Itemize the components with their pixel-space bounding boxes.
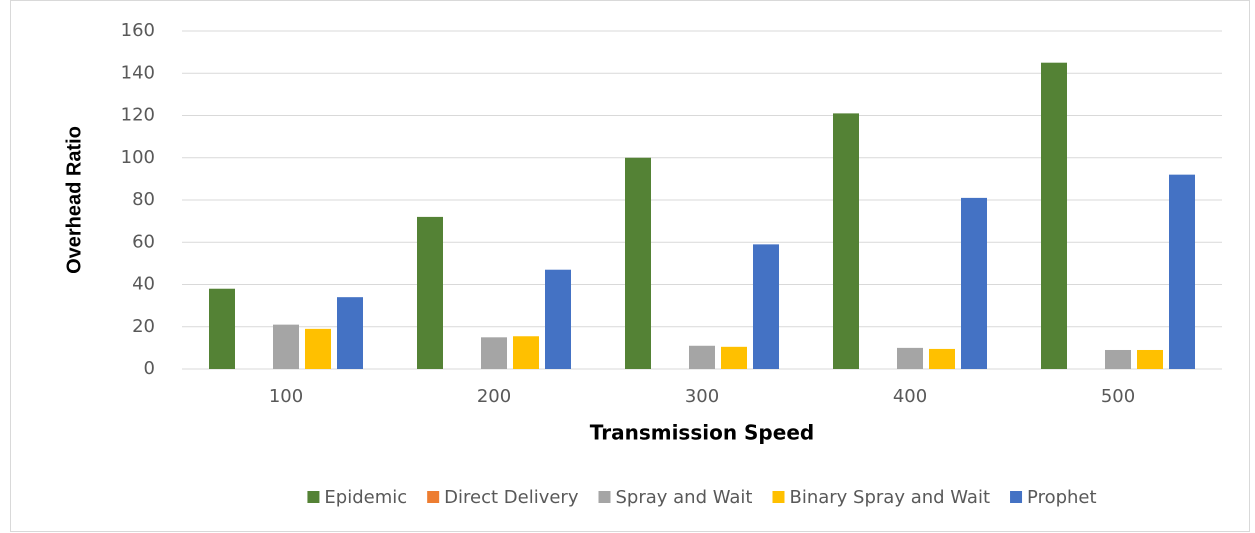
- legend-label: Prophet: [1027, 487, 1097, 508]
- legend-label: Spray and Wait: [616, 487, 753, 508]
- y-tick-label: 80: [132, 189, 155, 210]
- x-tick-label: 500: [1101, 386, 1135, 407]
- y-axis-title: Overhead Ratio: [63, 126, 85, 274]
- x-axis-title: Transmission Speed: [590, 421, 814, 445]
- y-tick-label: 100: [121, 147, 155, 168]
- bar: [753, 244, 779, 369]
- bar: [929, 348, 955, 369]
- bar: [273, 324, 299, 369]
- legend-swatch: [427, 491, 440, 503]
- legend-swatch: [307, 491, 320, 503]
- bar: [337, 297, 363, 369]
- y-tick-label: 160: [121, 20, 155, 41]
- bar: [961, 197, 987, 369]
- legend-label: Direct Delivery: [444, 487, 579, 508]
- bar: [481, 337, 507, 369]
- y-tick-label: 0: [144, 358, 155, 379]
- bar: [545, 269, 571, 369]
- bar: [689, 345, 715, 369]
- bar: [1169, 174, 1195, 369]
- bar: [833, 113, 859, 369]
- y-tick-label: 140: [121, 62, 155, 83]
- bar: [209, 288, 235, 369]
- bar: [513, 336, 539, 369]
- bar: [1041, 62, 1067, 369]
- bar: [1105, 349, 1131, 369]
- legend-swatch: [772, 491, 785, 503]
- legend-swatch: [598, 491, 611, 503]
- bar: [897, 347, 923, 369]
- bar: [1137, 349, 1163, 369]
- x-tick-label: 200: [477, 386, 511, 407]
- x-tick-label: 100: [269, 386, 303, 407]
- legend-label: Binary Spray and Wait: [789, 487, 990, 508]
- bar: [721, 346, 747, 369]
- y-tick-label: 60: [132, 231, 155, 252]
- x-tick-label: 400: [893, 386, 927, 407]
- y-tick-label: 40: [132, 274, 155, 295]
- legend-label: Epidemic: [324, 487, 407, 508]
- bar: [305, 328, 331, 369]
- y-tick-label: 120: [121, 105, 155, 126]
- y-tick-label: 20: [132, 316, 155, 337]
- legend-swatch: [1010, 491, 1023, 503]
- x-tick-label: 300: [685, 386, 719, 407]
- bar: [625, 157, 651, 369]
- bar: [417, 216, 443, 369]
